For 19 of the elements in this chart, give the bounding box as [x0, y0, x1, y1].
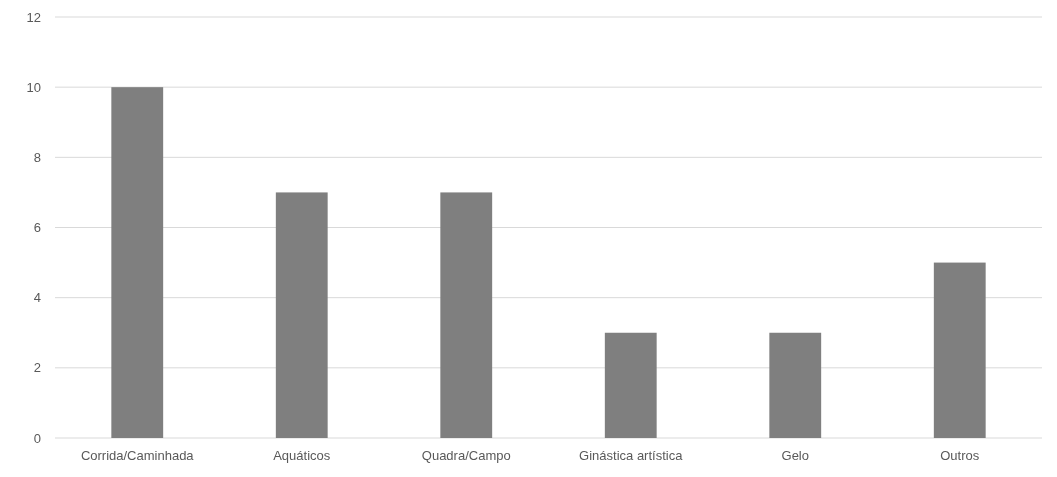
- y-tick-label: 0: [33, 430, 41, 446]
- bar: [275, 192, 328, 438]
- y-tick-label: 2: [33, 360, 41, 376]
- x-tick-label: Ginástica artística: [579, 448, 684, 463]
- x-tick-label: Outros: [940, 448, 980, 463]
- y-tick-label: 4: [33, 290, 41, 306]
- y-tick-label: 8: [33, 149, 41, 165]
- x-tick-label: Aquáticos: [273, 448, 331, 463]
- bar: [933, 262, 986, 438]
- bar: [604, 332, 657, 438]
- y-tick-label: 12: [26, 9, 41, 25]
- x-tick-label: Gelo: [781, 448, 809, 463]
- y-tick-label: 6: [33, 220, 41, 236]
- bar: [440, 192, 493, 438]
- bar: [111, 87, 164, 438]
- y-tick-label: 10: [26, 79, 41, 95]
- bar: [769, 332, 822, 438]
- x-tick-label: Corrida/Caminhada: [80, 448, 195, 463]
- x-tick-label: Quadra/Campo: [421, 448, 511, 463]
